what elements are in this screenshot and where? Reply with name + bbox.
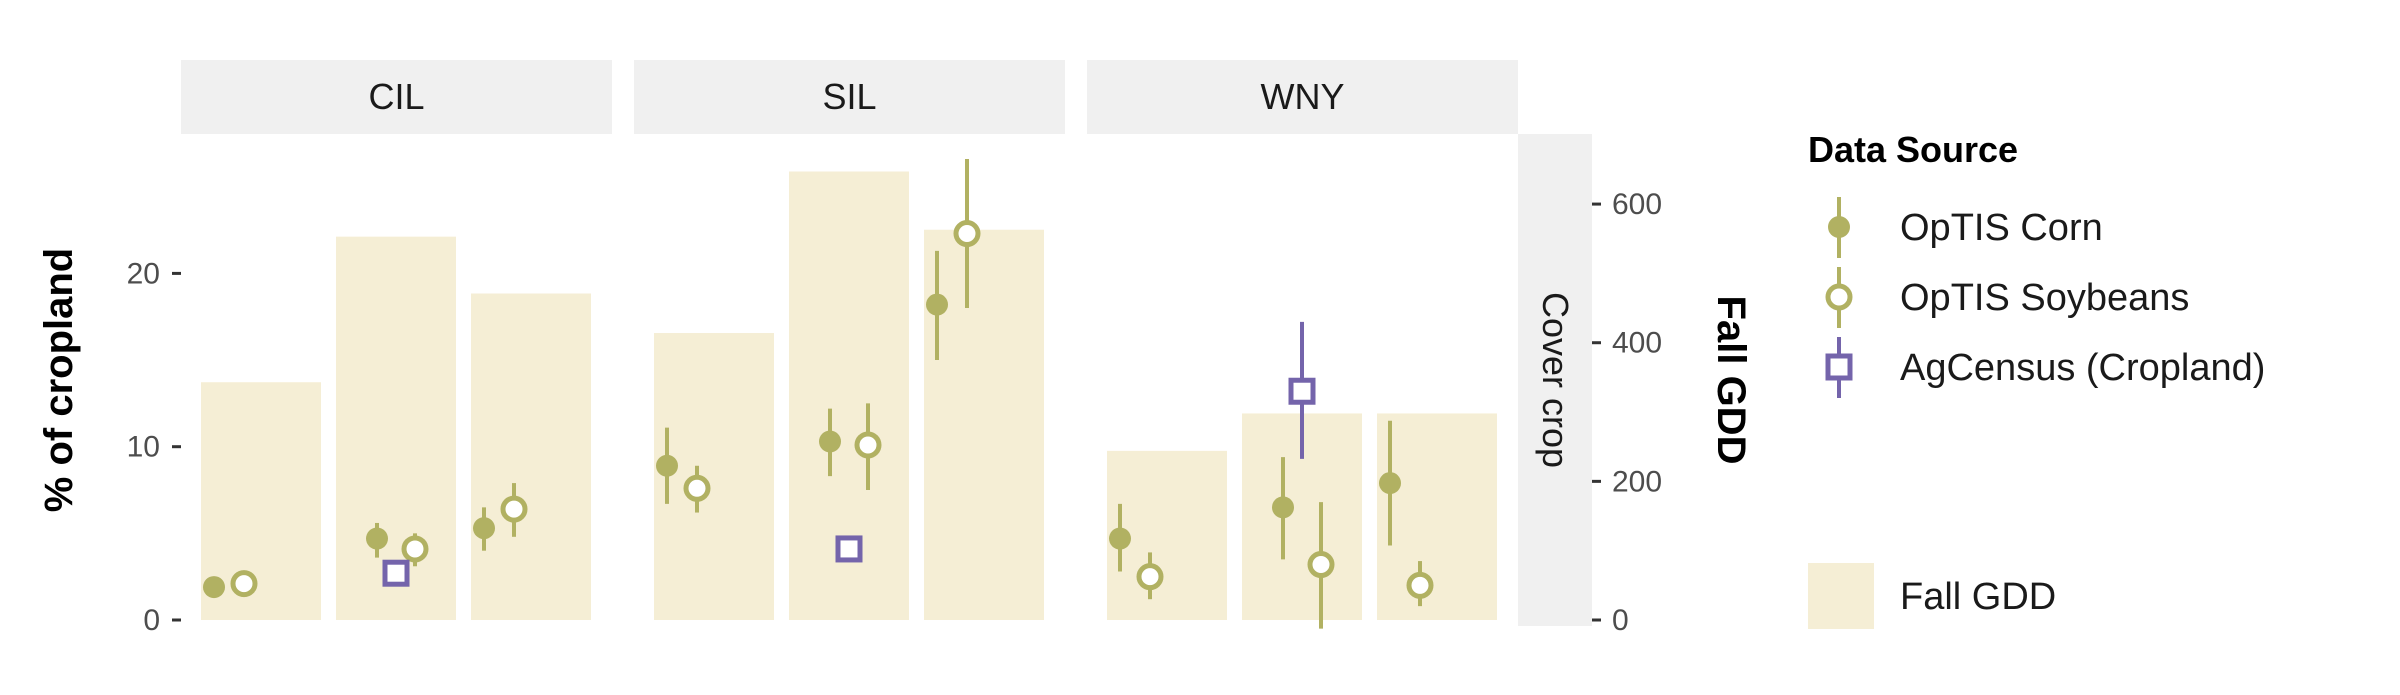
facet-strips: CIL SIL WNY Cover crop <box>181 60 1592 626</box>
census-point-sil-1 <box>835 535 863 563</box>
gdd-bar-cil-2 <box>471 293 591 620</box>
right-tick-label-600: 600 <box>1612 188 1662 221</box>
right-tick-label-400: 400 <box>1612 327 1662 360</box>
legend-fall-gdd-label: Fall GDD <box>1900 576 2056 618</box>
left-tick-label-0: 0 <box>143 604 160 637</box>
gdd-bar-sil-2 <box>924 229 1044 620</box>
corn-point-wny-1 <box>1272 496 1294 519</box>
corn-point-cil-1 <box>366 527 388 550</box>
legend-soy-marker <box>1825 283 1853 311</box>
soy-point-cil-2 <box>500 495 528 523</box>
legend-fall-gdd-swatch <box>1808 563 1874 629</box>
corn-point-sil-1 <box>819 430 841 453</box>
facet-label-wny: WNY <box>1261 76 1345 117</box>
legend-census-marker <box>1825 353 1853 381</box>
soy-point-sil-1 <box>854 431 882 459</box>
corn-point-sil-0 <box>656 454 678 477</box>
right-tick-label-0: 0 <box>1612 604 1629 637</box>
left-axis-title: % of cropland <box>37 248 81 512</box>
corn-point-cil-0 <box>203 576 225 599</box>
gdd-bar-sil-0 <box>654 333 774 620</box>
left-axis: 0 10 20 <box>127 257 181 637</box>
soy-point-sil-2 <box>953 220 981 248</box>
soy-point-wny-1 <box>1307 551 1335 579</box>
corn-point-wny-0 <box>1109 527 1131 550</box>
cover-crop-strip <box>1518 134 1592 626</box>
facet-strip-sil <box>634 60 1065 134</box>
census-point-wny-1 <box>1288 377 1316 405</box>
facet-strip-cil <box>181 60 612 134</box>
soy-point-sil-0 <box>683 474 711 502</box>
legend-item-corn: OpTIS Corn <box>1828 197 2103 258</box>
legend: Data Source OpTIS Corn OpTIS Soybeans Ag… <box>1808 129 2265 629</box>
gdd-bar-wny-2 <box>1377 413 1497 620</box>
census-point-cil-1 <box>382 559 410 587</box>
right-tick-label-200: 200 <box>1612 465 1662 498</box>
gdd-bar-cil-1 <box>336 236 456 620</box>
legend-soy-label: OpTIS Soybeans <box>1900 277 2189 319</box>
soy-point-wny-2 <box>1406 571 1434 599</box>
legend-corn-marker <box>1828 216 1850 238</box>
soy-point-cil-1 <box>401 535 429 563</box>
legend-corn-label: OpTIS Corn <box>1900 207 2103 249</box>
right-axis-title: Fall GDD <box>1709 296 1753 465</box>
corn-point-sil-2 <box>926 293 948 316</box>
facet-label-cil: CIL <box>368 76 424 117</box>
data-points <box>203 159 1434 629</box>
left-tick-label-20: 20 <box>127 257 160 290</box>
corn-point-wny-2 <box>1379 472 1401 495</box>
legend-title: Data Source <box>1808 129 2018 170</box>
soy-point-wny-0 <box>1136 563 1164 591</box>
legend-item-soybeans: OpTIS Soybeans <box>1825 267 2189 328</box>
facet-label-sil: SIL <box>822 76 876 117</box>
soy-point-cil-0 <box>230 570 258 598</box>
legend-item-fall-gdd: Fall GDD <box>1808 563 2056 629</box>
corn-point-cil-2 <box>473 517 495 540</box>
facet-strip-wny <box>1087 60 1518 134</box>
cover-crop-strip-label: Cover crop <box>1535 292 1576 468</box>
right-axis: 0 200 400 600 <box>1592 188 1662 637</box>
legend-census-label: AgCensus (Cropland) <box>1900 347 2265 389</box>
legend-item-agcensus: AgCensus (Cropland) <box>1825 337 2265 398</box>
left-tick-label-10: 10 <box>127 431 160 464</box>
